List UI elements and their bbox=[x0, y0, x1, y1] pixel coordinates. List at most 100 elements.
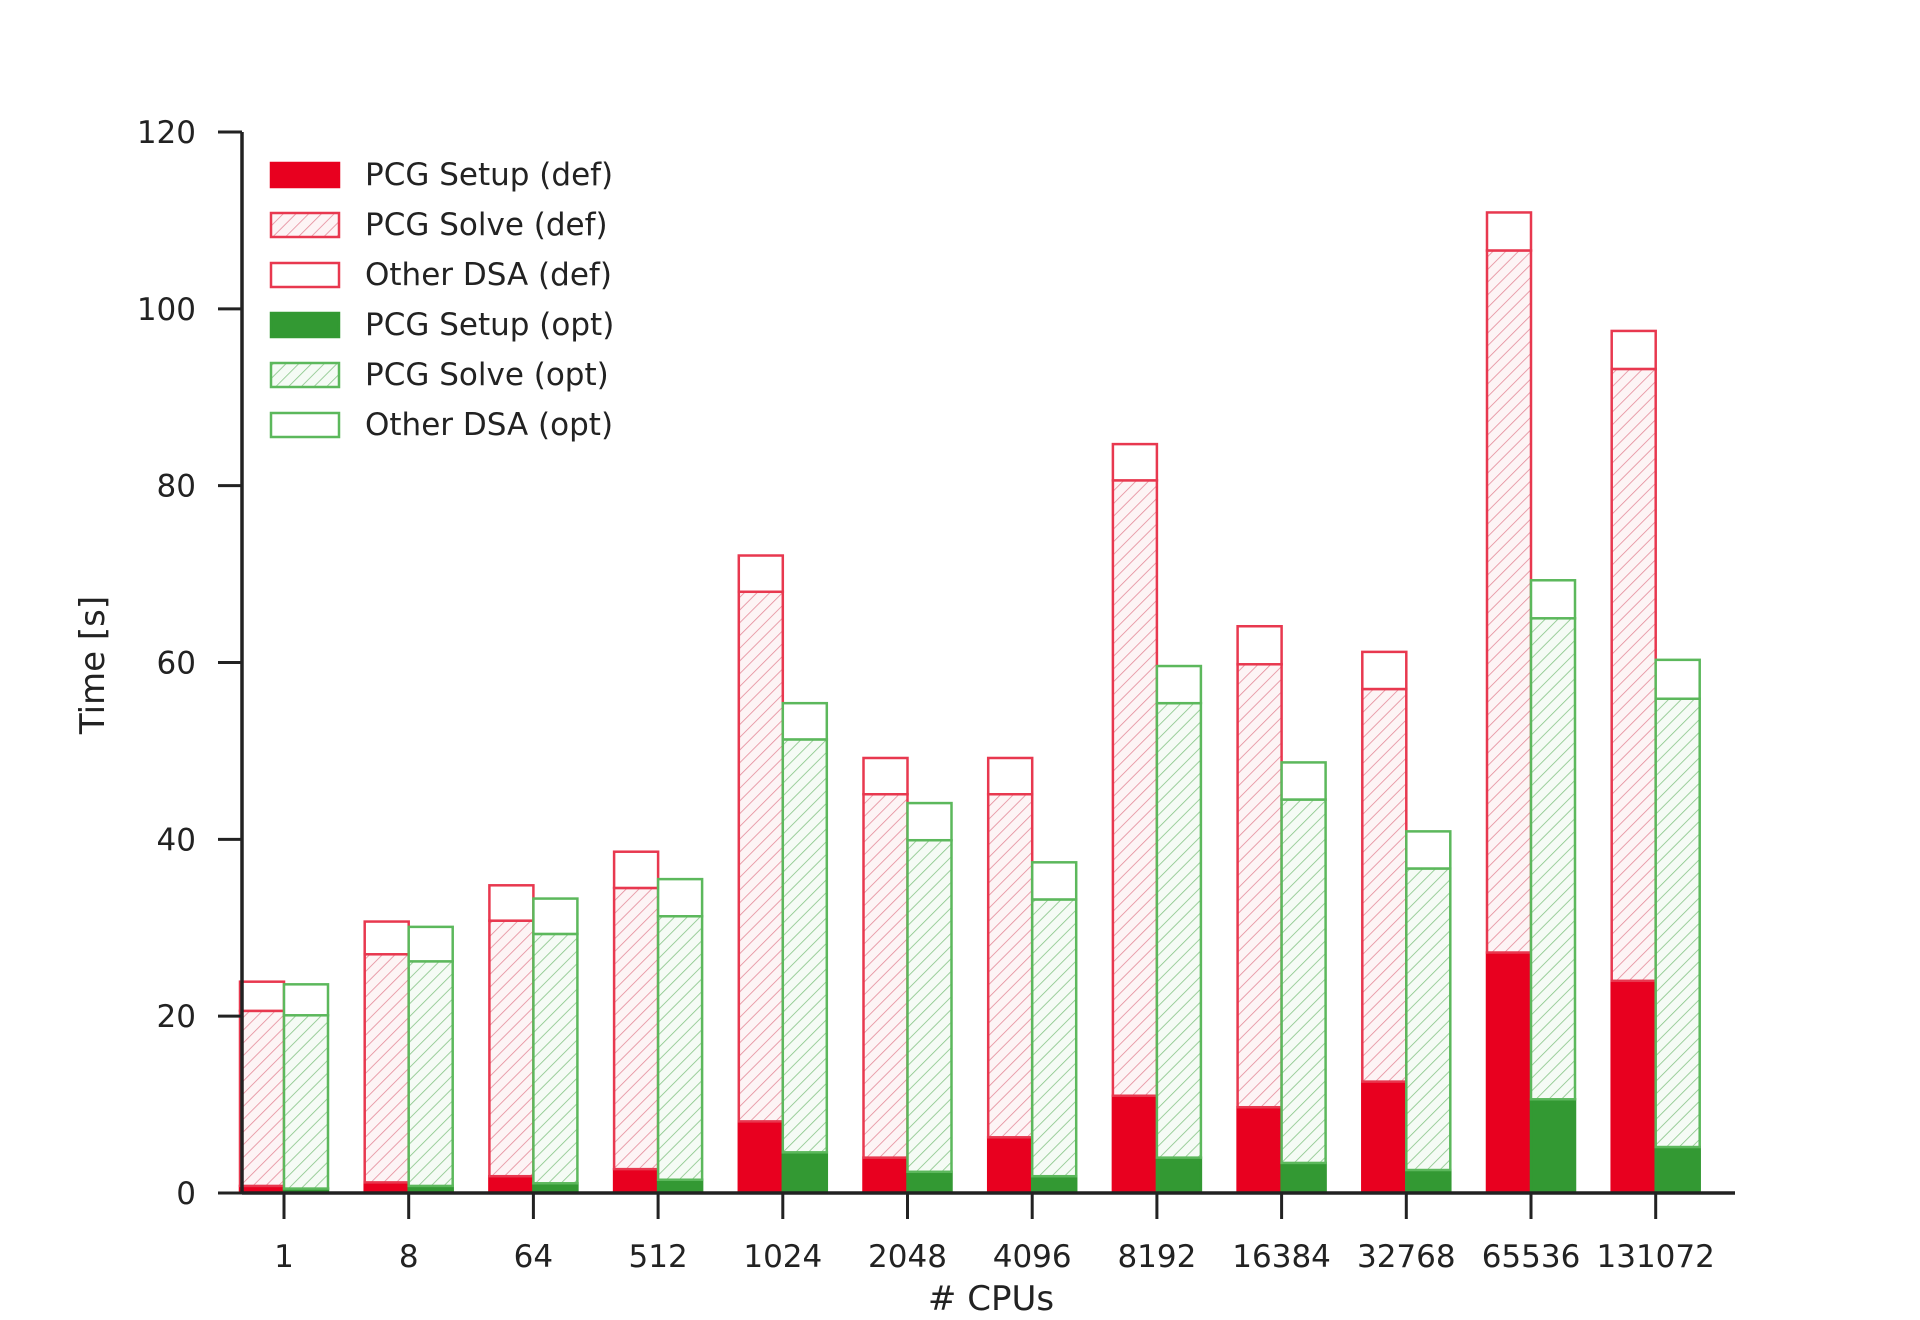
bar-def-outline-32768 bbox=[1361, 650, 1408, 691]
bar-def-solid-16384 bbox=[1236, 1105, 1283, 1195]
bar-def-hatched-1 bbox=[238, 1009, 286, 1188]
y-tick-label-20: 20 bbox=[157, 999, 196, 1035]
bar-opt-outline-512 bbox=[656, 877, 704, 918]
bar-def-outline-512 bbox=[612, 850, 660, 890]
bar-opt-outline-65536 bbox=[1529, 579, 1577, 620]
x-tick-label-65536: 65536 bbox=[1482, 1239, 1581, 1275]
legend-swatch-5 bbox=[269, 411, 341, 439]
bar-def-outline-131072 bbox=[1610, 329, 1657, 371]
bar-def-solid-8192 bbox=[1111, 1094, 1159, 1195]
bars-layer bbox=[238, 211, 1701, 1195]
bar-opt-hatched-2048 bbox=[906, 838, 953, 1174]
bar-opt-outline-8 bbox=[407, 925, 454, 963]
bar-def-outline-8192 bbox=[1111, 442, 1159, 482]
bar-opt-hatched-16384 bbox=[1280, 798, 1327, 1165]
bar-def-outline-65536 bbox=[1485, 211, 1533, 252]
bar-def-solid-1024 bbox=[737, 1120, 785, 1195]
bar-opt-solid-512 bbox=[656, 1178, 704, 1195]
bar-opt-solid-1024 bbox=[781, 1151, 829, 1195]
legend-swatch-3 bbox=[269, 311, 341, 339]
y-tick-label-120: 120 bbox=[137, 115, 196, 151]
x-axis-label: # CPUs bbox=[928, 1279, 1054, 1319]
x-tick-label-32768: 32768 bbox=[1357, 1239, 1456, 1275]
bar-opt-outline-16384 bbox=[1280, 761, 1327, 801]
bar-opt-hatched-8192 bbox=[1155, 701, 1203, 1159]
bar-def-outline-2048 bbox=[862, 756, 909, 796]
x-tick-label-4096: 4096 bbox=[993, 1239, 1072, 1275]
y-tick-label-60: 60 bbox=[157, 646, 196, 682]
bar-def-hatched-65536 bbox=[1485, 249, 1533, 954]
bar-def-hatched-2048 bbox=[862, 792, 909, 1159]
bar-def-hatched-32768 bbox=[1361, 687, 1408, 1083]
legend-swatch-2 bbox=[269, 261, 341, 289]
x-tick-label-1: 1 bbox=[274, 1239, 294, 1275]
bar-opt-outline-4096 bbox=[1030, 861, 1078, 901]
bar-def-solid-65536 bbox=[1485, 951, 1533, 1195]
bar-def-solid-32768 bbox=[1361, 1080, 1408, 1195]
x-tick-label-512: 512 bbox=[629, 1239, 688, 1275]
bar-opt-solid-65536 bbox=[1529, 1098, 1577, 1195]
bar-opt-outline-1 bbox=[282, 983, 330, 1017]
legend-swatch-1 bbox=[269, 211, 341, 239]
bar-def-solid-64 bbox=[488, 1174, 535, 1195]
bar-opt-hatched-64 bbox=[532, 932, 579, 1185]
bar-def-hatched-131072 bbox=[1610, 367, 1657, 983]
bar-opt-solid-16384 bbox=[1280, 1161, 1327, 1195]
bar-def-hatched-1024 bbox=[737, 590, 785, 1123]
bar-opt-solid-32768 bbox=[1405, 1168, 1452, 1195]
legend-label-0: PCG Setup (def) bbox=[365, 157, 613, 193]
bar-def-outline-16384 bbox=[1236, 624, 1283, 666]
x-tick-label-1024: 1024 bbox=[743, 1239, 822, 1275]
bar-def-outline-8 bbox=[363, 920, 410, 956]
bar-def-outline-4096 bbox=[986, 756, 1034, 796]
legend-label-4: PCG Solve (opt) bbox=[365, 357, 609, 393]
bar-opt-solid-8192 bbox=[1155, 1156, 1203, 1195]
legend-label-3: PCG Setup (opt) bbox=[365, 307, 614, 343]
y-axis-label: Time [s] bbox=[73, 596, 113, 735]
bar-def-hatched-64 bbox=[488, 919, 535, 1178]
y-tick-label-0: 0 bbox=[176, 1176, 196, 1212]
legend-swatch-0 bbox=[269, 161, 341, 189]
bar-def-hatched-512 bbox=[612, 886, 660, 1171]
bar-def-hatched-8 bbox=[363, 953, 410, 1184]
bar-opt-outline-1024 bbox=[781, 701, 829, 741]
axes-layer: 0 20 40 60 80 100 120 1 8 64 512 1024 2048 4096 8192 16… bbox=[137, 115, 1735, 1275]
x-tick-label-2048: 2048 bbox=[868, 1239, 947, 1275]
legend-swatch-4 bbox=[269, 361, 341, 389]
bar-def-hatched-8192 bbox=[1111, 479, 1159, 1097]
bar-def-hatched-16384 bbox=[1236, 663, 1283, 1109]
bar-opt-solid-2048 bbox=[906, 1170, 953, 1195]
bar-opt-outline-131072 bbox=[1654, 658, 1701, 701]
legend: PCG Setup (def) PCG Solve (def) Other DSA … bbox=[269, 157, 614, 443]
bar-opt-hatched-32768 bbox=[1405, 867, 1452, 1172]
bar-def-solid-512 bbox=[612, 1167, 660, 1195]
x-tick-label-8: 8 bbox=[399, 1239, 419, 1275]
bar-opt-hatched-65536 bbox=[1529, 617, 1577, 1101]
bar-def-solid-131072 bbox=[1610, 979, 1657, 1195]
x-tick-label-64: 64 bbox=[514, 1239, 553, 1275]
bar-opt-hatched-1 bbox=[282, 1014, 330, 1190]
x-tick-label-131072: 131072 bbox=[1597, 1239, 1715, 1275]
x-tick-label-8192: 8192 bbox=[1117, 1239, 1196, 1275]
bar-def-hatched-4096 bbox=[986, 792, 1034, 1139]
bar-opt-hatched-512 bbox=[656, 915, 704, 1181]
bar-opt-solid-4096 bbox=[1030, 1174, 1078, 1195]
bar-def-solid-4096 bbox=[986, 1136, 1034, 1195]
bar-opt-hatched-131072 bbox=[1654, 697, 1701, 1149]
y-tick-label-40: 40 bbox=[157, 822, 196, 858]
bar-def-solid-2048 bbox=[862, 1156, 909, 1195]
bar-opt-outline-64 bbox=[532, 897, 579, 936]
bar-opt-outline-32768 bbox=[1405, 830, 1452, 870]
bar-def-outline-1024 bbox=[737, 554, 785, 594]
bar-opt-hatched-4096 bbox=[1030, 898, 1078, 1178]
y-tick-label-80: 80 bbox=[157, 469, 196, 505]
legend-label-2: Other DSA (def) bbox=[365, 257, 612, 293]
bar-opt-solid-131072 bbox=[1654, 1145, 1701, 1195]
bar-def-outline-64 bbox=[488, 884, 535, 922]
x-tick-label-16384: 16384 bbox=[1232, 1239, 1331, 1275]
legend-label-1: PCG Solve (def) bbox=[365, 207, 608, 243]
y-tick-label-100: 100 bbox=[137, 292, 196, 328]
bar-def-outline-1 bbox=[238, 980, 286, 1013]
legend-label-5: Other DSA (opt) bbox=[365, 407, 613, 443]
